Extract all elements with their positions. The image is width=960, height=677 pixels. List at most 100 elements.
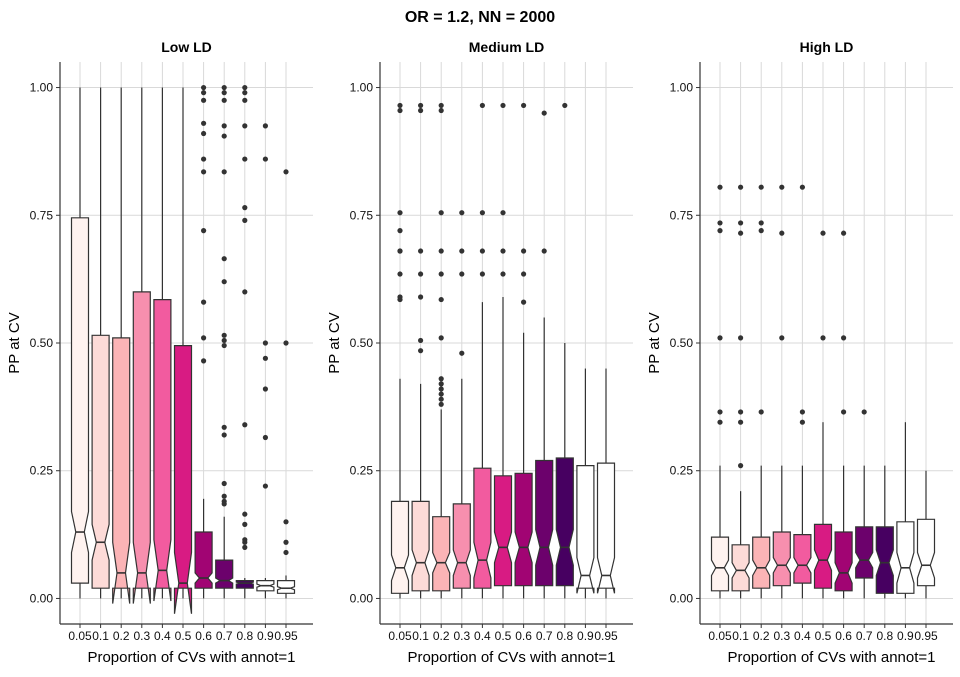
box-body [473, 467, 492, 589]
outlier-point [779, 230, 785, 236]
outlier-point [242, 521, 248, 527]
outlier-point [418, 294, 424, 300]
x-tick-label: 0.5 [175, 629, 192, 643]
box-body [173, 345, 193, 614]
box-body [153, 299, 172, 602]
outlier-point [758, 184, 764, 190]
box-body [194, 531, 213, 589]
outlier-point [438, 210, 444, 216]
outlier-point [438, 391, 444, 397]
outlier-point [221, 169, 227, 175]
y-axis-title: PP at CV [6, 312, 23, 373]
outlier-point [201, 335, 207, 341]
outlier-point [841, 335, 847, 341]
outlier-point [201, 90, 207, 96]
x-tick-label: 0.9 [257, 629, 274, 643]
outlier-point [758, 228, 764, 234]
facet-panel-low-ld: Low LD 0.00 0.25 0.50 0.75 1.00 0.05 0.1 0.2 0.3 0… [6, 39, 313, 666]
chart-title: OR = 1.2, NN = 2000 [405, 9, 555, 26]
box-body [432, 516, 451, 592]
y-tick-label: 1.00 [670, 81, 694, 95]
outlier-point [438, 102, 444, 109]
outlier-point [397, 296, 403, 303]
x-tick-label: 0.6 [515, 629, 532, 643]
y-tick-label: 0.00 [30, 591, 54, 605]
outlier-point [201, 130, 207, 137]
outlier-point [779, 184, 785, 190]
box-body [91, 334, 110, 589]
box-0.8 [555, 102, 574, 599]
box-0.2 [752, 184, 771, 599]
outlier-point [221, 337, 227, 344]
box-0.05 [70, 87, 90, 599]
x-axis-title: Proportion of CVs with annot=1 [87, 649, 295, 666]
outlier-point [779, 335, 785, 341]
outlier-point [738, 419, 744, 425]
y-tick-label: 0.50 [30, 336, 54, 350]
box-0.3 [772, 184, 791, 599]
box-body [916, 518, 936, 587]
outlier-point [418, 337, 424, 344]
x-tick-label: 0.6 [835, 629, 852, 643]
outlier-point [242, 544, 248, 550]
outlier-point [262, 355, 268, 361]
outlier-point [242, 539, 248, 545]
outlier-point [738, 409, 744, 415]
x-tick-label: 0.2 [753, 629, 770, 643]
outlier-point [201, 156, 207, 162]
facet-title: Low LD [161, 39, 212, 55]
outlier-point [500, 248, 506, 254]
box-0.3 [452, 210, 471, 599]
outlier-point [521, 248, 527, 254]
box-body [834, 531, 853, 592]
box-0.05 [710, 184, 730, 599]
outlier-point [521, 271, 527, 277]
outlier-point [799, 184, 806, 190]
outlier-point [397, 228, 403, 234]
box-body [132, 291, 151, 604]
box-0.4 [793, 184, 812, 599]
outlier-point [717, 228, 723, 234]
box-0.2 [432, 102, 451, 599]
box-body [793, 533, 812, 584]
box-body [112, 337, 131, 604]
outlier-point [262, 156, 268, 162]
outlier-point [717, 220, 723, 226]
x-tick-label: 0.7 [216, 629, 233, 643]
box-body [576, 465, 595, 594]
outlier-point [221, 84, 227, 91]
outlier-point [418, 102, 424, 109]
x-tick-label: 0.2 [433, 629, 450, 643]
outlier-point [438, 107, 444, 114]
outlier-point [242, 156, 248, 162]
y-axis-title: PP at CV [326, 312, 343, 373]
outlier-point [841, 230, 847, 236]
x-tick-label: 0.95 [594, 629, 618, 643]
facet-title: High LD [800, 39, 854, 55]
outlier-point [738, 230, 744, 236]
outlier-point [799, 419, 806, 425]
outlier-point [758, 409, 764, 415]
outlier-point [418, 248, 424, 254]
outlier-point [262, 483, 268, 489]
outlier-point [438, 248, 444, 254]
outlier-point [262, 434, 268, 441]
box-body [710, 536, 730, 592]
box-body [411, 500, 430, 592]
outlier-point [283, 539, 289, 545]
outlier-point [820, 230, 826, 236]
box-body [215, 559, 234, 589]
outlier-point [283, 549, 289, 556]
box-body [875, 526, 894, 594]
y-tick-label: 0.75 [350, 208, 374, 222]
outlier-point [418, 271, 424, 277]
outlier-point [262, 340, 268, 346]
outlier-point [438, 381, 444, 387]
outlier-point [397, 107, 403, 114]
y-tick-label: 0.50 [350, 336, 374, 350]
y-tick-label: 0.50 [670, 336, 694, 350]
facet-panel-high-ld: High LD 0.00 0.25 0.50 0.75 1.00 0.05 0.1 0.2 0.3… [646, 39, 953, 666]
outlier-point [459, 271, 465, 277]
outlier-point [221, 90, 227, 96]
